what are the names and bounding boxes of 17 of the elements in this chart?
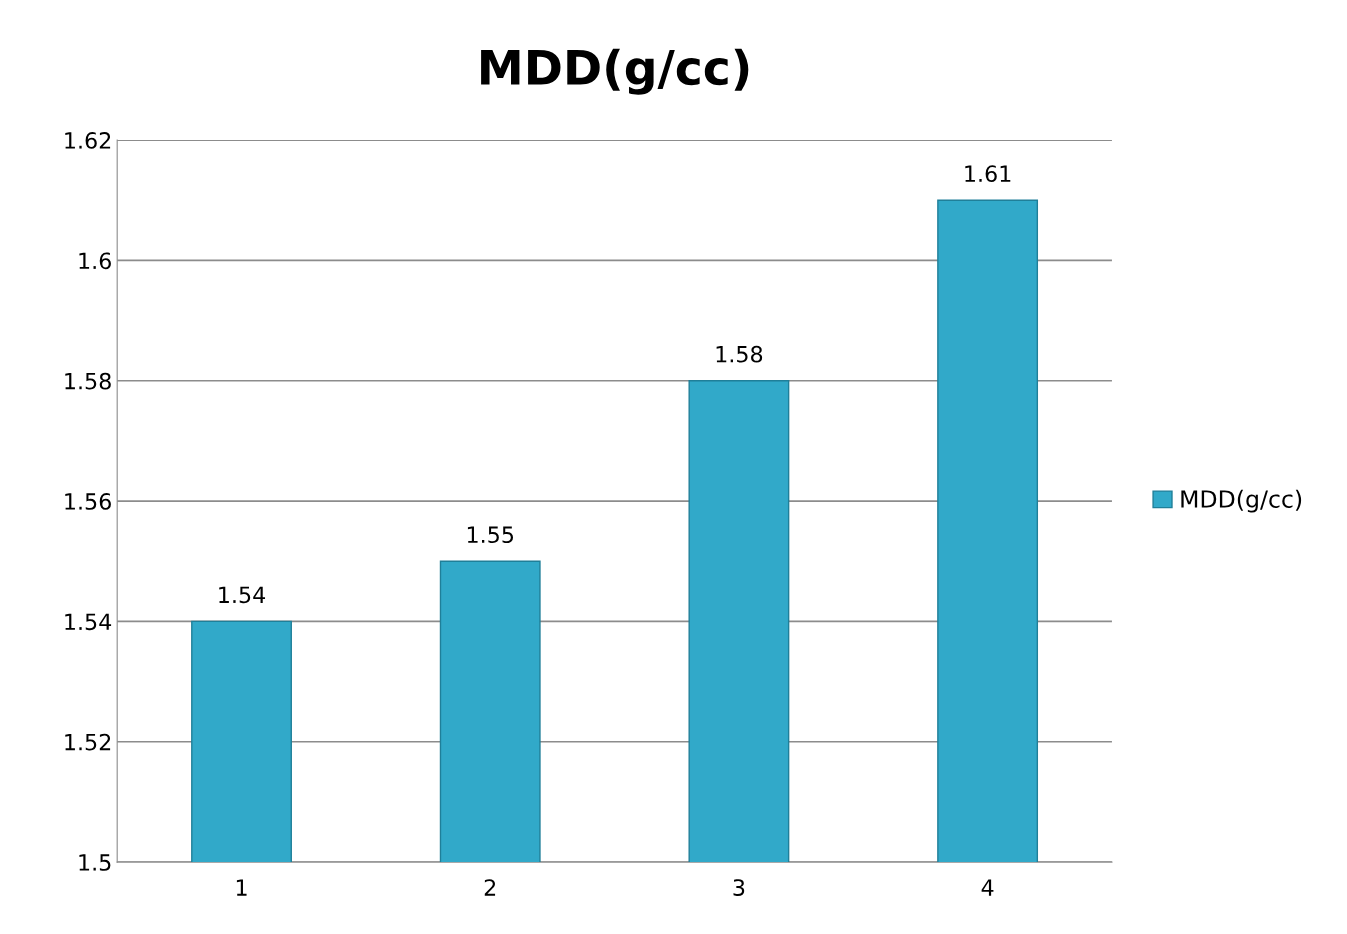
data-label: 1.55 (467, 526, 514, 544)
data-label: 1.58 (716, 345, 763, 363)
x-tick-label: 4 (981, 879, 994, 896)
y-tick-label: 1.54 (65, 613, 112, 631)
chart-title: MDD(g/cc) (481, 48, 749, 95)
data-label: 1.61 (965, 165, 1011, 183)
x-tick-label: 2 (484, 879, 496, 896)
x-tick-label: 1 (236, 879, 247, 896)
y-tick-label: 1.5 (79, 854, 111, 871)
legend-label: MDD(g/cc) (1181, 489, 1302, 513)
y-tick-label: 1.62 (65, 132, 111, 149)
y-tick-label: 1.52 (65, 733, 111, 751)
x-tick-label: 3 (733, 879, 745, 896)
y-tick-label: 1.6 (79, 252, 111, 270)
y-tick-label: 1.58 (65, 372, 111, 390)
data-label: 1.54 (219, 586, 266, 604)
y-tick-label: 1.56 (65, 493, 111, 510)
